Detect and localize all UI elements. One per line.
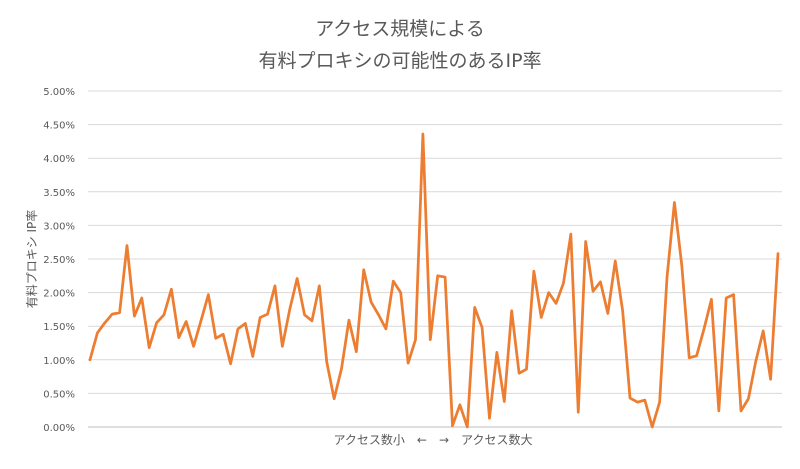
x-axis-label: アクセス数小 ← → アクセス数大 [334, 432, 533, 447]
series-layer [88, 132, 780, 429]
y-tick-label: 0.00% [43, 423, 75, 434]
y-tick-label: 4.00% [43, 154, 75, 165]
gridlines [88, 90, 782, 428]
y-tick-label: 5.00% [43, 87, 75, 98]
chart-title-line2: 有料プロキシの可能性のあるIP率 [258, 50, 542, 72]
y-tick-label: 1.00% [43, 356, 75, 367]
y-tick-label: 0.50% [43, 389, 75, 400]
y-tick-label: 3.50% [43, 188, 75, 199]
y-tick-label: 3.00% [43, 221, 75, 232]
chart-title-line1: アクセス規模による [315, 18, 485, 40]
y-tick-labels: 0.00% 0.50% 1.00% 1.50% 2.00% 2.50% 3.00% 3.50%… [43, 87, 75, 434]
y-tick-label: 2.00% [43, 289, 75, 300]
y-axis-label: 有料プロキシ IP率 [24, 210, 39, 309]
y-tick-label: 2.50% [43, 255, 75, 266]
series-line [88, 132, 780, 429]
y-tick-label: 1.50% [43, 322, 75, 333]
y-tick-label: 4.50% [43, 121, 75, 132]
